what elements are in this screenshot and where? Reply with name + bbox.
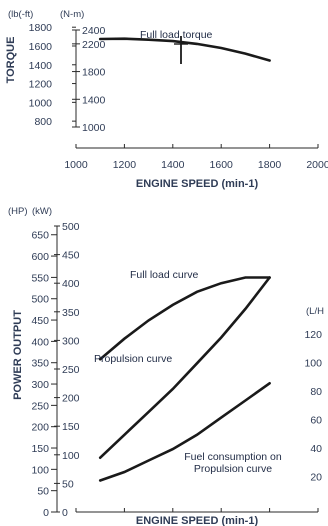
fuel-tick-label: 120	[304, 329, 322, 341]
fuel-unit: (L/H	[306, 306, 324, 317]
full-load-curve-label: Full load curve	[130, 269, 198, 281]
power-kw-tick-label: 450	[62, 250, 80, 262]
fuel-tick-label: 60	[310, 415, 322, 427]
power-y-ticks-hp: 0 50 100 150 200 250 300 350 400 450 500 550 600 650	[31, 230, 57, 519]
torque-y-ticks-nm: 1000 1400 1800 2200 2400	[72, 25, 106, 134]
propulsion-curve-line	[98, 276, 271, 459]
x-tick-label: 2000	[306, 159, 328, 171]
full-load-torque-line	[98, 37, 271, 62]
power-kw-tick-label: 400	[62, 278, 80, 290]
power-hp-tick-label: 350	[31, 358, 49, 370]
x-tick-label: 1600	[210, 159, 234, 171]
torque-nm-tick-label: 1800	[82, 67, 106, 79]
torque-unit-lbft: (lb(-ft)	[8, 9, 33, 20]
x-tick-label: 1200	[113, 159, 137, 171]
fuel-tick-label: 40	[310, 443, 322, 455]
power-hp-tick-label: 600	[31, 251, 49, 263]
power-kw-tick-label: 0	[62, 507, 68, 519]
torque-axis-title: TORQUE	[5, 37, 17, 84]
power-y-ticks-kw: 0 50 100 150 200 250 300 350 400 450 500	[54, 221, 80, 519]
power-kw-tick-label: 100	[62, 450, 80, 462]
x-tick-label: 1800	[258, 0, 282, 3]
power-hp-tick-label: 250	[31, 400, 49, 412]
torque-y-ticks-lbft: 800 1000 1200 1400 1600 1800	[29, 22, 76, 128]
torque-chart: (lb(-ft) (N-m) Full load torque TORQUE 1…	[5, 9, 328, 190]
torque-nm-tick-label: 1000	[82, 122, 106, 134]
x-tick-label: 1400	[161, 0, 185, 3]
power-unit-kw: (kW)	[32, 206, 52, 217]
torque-x-axis-title: ENGINE SPEED (min-1)	[136, 178, 259, 190]
torque-nm-tick-label: 2200	[82, 39, 106, 51]
power-kw-tick-label: 200	[62, 393, 80, 405]
power-x-ticks: 1000 1200 1400 1600 1800 2000	[64, 0, 328, 512]
x-tick-label: 1200	[113, 0, 137, 3]
power-kw-tick-label: 250	[62, 364, 80, 376]
power-hp-tick-label: 300	[31, 379, 49, 391]
power-unit-hp: (HP)	[8, 206, 28, 217]
power-x-axis-title: ENGINE SPEED (min-1)	[136, 515, 259, 526]
x-tick-label: 2000	[306, 0, 328, 3]
power-kw-tick-label: 150	[62, 421, 80, 433]
fuel-label-line: Propulsion curve	[194, 463, 272, 475]
torque-nm-tick-label: 1400	[82, 94, 106, 106]
torque-x-ticks: 1000 1200 1400 1600 1800 2000	[64, 144, 328, 171]
torque-lbft-tick-label: 1200	[29, 79, 53, 91]
fuel-tick-label: 20	[310, 472, 322, 484]
torque-series-label: Full load torque	[140, 29, 213, 41]
power-hp-tick-label: 550	[31, 272, 49, 284]
power-hp-tick-label: 50	[37, 486, 49, 498]
torque-lbft-tick-label: 1000	[29, 97, 53, 109]
torque-nm-tick-label: 2400	[82, 25, 106, 37]
x-tick-label: 1400	[161, 159, 185, 171]
x-tick-label: 1000	[64, 159, 88, 171]
fuel-consumption-label: Fuel consumption on Propulsion curve	[184, 451, 282, 475]
fuel-label-line: Fuel consumption on	[184, 451, 282, 463]
power-kw-tick-label: 350	[62, 307, 80, 319]
power-hp-tick-label: 100	[31, 464, 49, 476]
power-hp-tick-label: 450	[31, 315, 49, 327]
x-tick-label: 1800	[258, 159, 282, 171]
power-chart: (HP) (kW) (L/H POWER OUTPUT 050100150200…	[8, 0, 328, 526]
power-hp-tick-label: 0	[43, 507, 49, 519]
power-hp-tick-label: 150	[31, 443, 49, 455]
torque-unit-nm: (N-m)	[60, 9, 84, 20]
fuel-tick-label: 80	[310, 386, 322, 398]
power-kw-tick-label: 300	[62, 335, 80, 347]
power-hp-tick-label: 200	[31, 422, 49, 434]
power-hp-tick-label: 650	[31, 230, 49, 242]
power-kw-tick-label: 500	[62, 221, 80, 233]
power-axis-title: POWER OUTPUT	[12, 310, 24, 400]
fuel-consumption-line	[98, 382, 271, 482]
x-tick-label: 1600	[210, 0, 234, 3]
torque-lbft-tick-label: 1400	[29, 60, 53, 72]
fuel-y-ticks: 20 40 60 80 100 120	[304, 329, 322, 484]
full-load-curve-line	[98, 276, 271, 361]
torque-lbft-tick-label: 1800	[29, 22, 53, 34]
power-hp-tick-label: 500	[31, 294, 49, 306]
fuel-tick-label: 100	[304, 358, 322, 370]
propulsion-curve-label: Propulsion curve	[94, 353, 172, 365]
power-hp-tick-label: 400	[31, 336, 49, 348]
power-kw-tick-label: 50	[62, 478, 74, 490]
torque-lbft-tick-label: 800	[34, 116, 52, 128]
x-tick-label: 1000	[64, 0, 88, 3]
torque-lbft-tick-label: 1600	[29, 41, 53, 53]
